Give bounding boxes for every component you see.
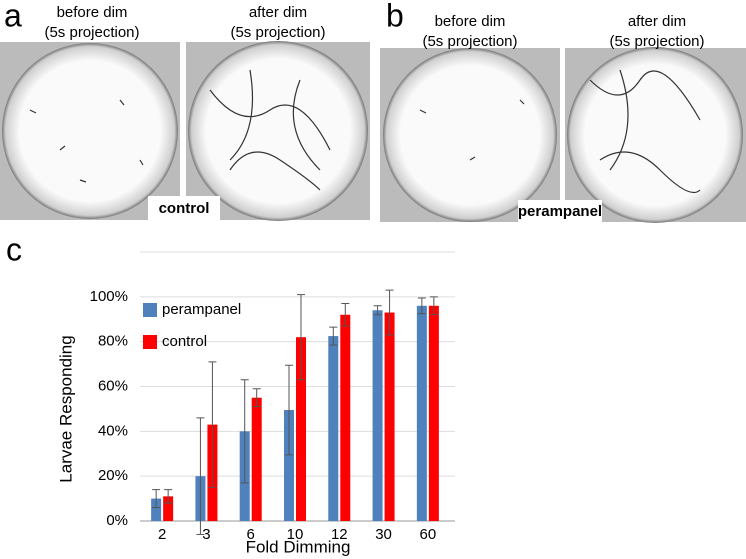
x-tick-label: 3 xyxy=(202,526,210,543)
caption: after dim xyxy=(249,4,307,21)
panel-label: c xyxy=(6,231,22,267)
error-bar xyxy=(285,364,293,456)
x-tick-label: 6 xyxy=(247,526,255,543)
bar xyxy=(151,498,162,521)
error-bar xyxy=(208,361,217,488)
bar xyxy=(328,336,339,521)
caption: before dim xyxy=(435,13,506,30)
caption: after dim xyxy=(628,13,686,30)
x-tick-label: 60 xyxy=(420,526,437,543)
caption: (5s projection) xyxy=(422,33,517,50)
error-bar xyxy=(329,326,338,346)
error-bar xyxy=(417,297,426,315)
bar xyxy=(428,305,439,521)
bar xyxy=(340,314,351,521)
bar xyxy=(296,337,306,521)
y-tick-label: 60% xyxy=(98,377,128,394)
caption: before dim xyxy=(57,4,128,21)
caption: (5s projection) xyxy=(230,24,325,41)
tag: control xyxy=(159,200,210,217)
error-bar xyxy=(252,388,261,408)
bar xyxy=(372,310,383,521)
x-tick-label: 12 xyxy=(331,526,348,543)
tag: perampanel xyxy=(518,203,602,220)
legend-swatch xyxy=(143,335,157,349)
x-tick-label: 30 xyxy=(375,526,392,543)
error-bar xyxy=(297,294,305,381)
caption: (5s projection) xyxy=(44,24,139,41)
error-bar xyxy=(240,379,249,484)
bar xyxy=(384,312,395,521)
legend-label: perampanel xyxy=(162,301,241,318)
bar xyxy=(251,397,262,521)
y-tick-label: 0% xyxy=(106,512,128,529)
bar xyxy=(163,496,174,521)
panel-label: a xyxy=(4,0,22,33)
x-axis-title: Fold Dimming xyxy=(246,537,351,556)
error-bar xyxy=(341,303,350,327)
error-bar xyxy=(152,489,161,509)
error-bar xyxy=(373,305,382,316)
error-bar xyxy=(164,489,173,504)
panel-label: b xyxy=(386,0,404,33)
x-tick-label: 2 xyxy=(158,526,166,543)
y-tick-label: 20% xyxy=(98,467,128,484)
x-tick-label: 10 xyxy=(287,526,304,543)
error-bar xyxy=(196,417,205,535)
error-bar xyxy=(385,289,394,336)
error-bar xyxy=(429,296,438,316)
y-axis-title: Larvae Responding xyxy=(56,335,75,482)
caption: (5s projection) xyxy=(609,33,704,50)
y-tick-label: 40% xyxy=(98,422,128,439)
bar xyxy=(416,305,427,521)
y-tick-label: 80% xyxy=(98,333,128,350)
bar xyxy=(284,410,294,521)
photos xyxy=(0,41,746,224)
legend-label: control xyxy=(162,333,207,350)
legend-swatch xyxy=(143,303,157,317)
y-tick-label: 100% xyxy=(90,288,128,305)
